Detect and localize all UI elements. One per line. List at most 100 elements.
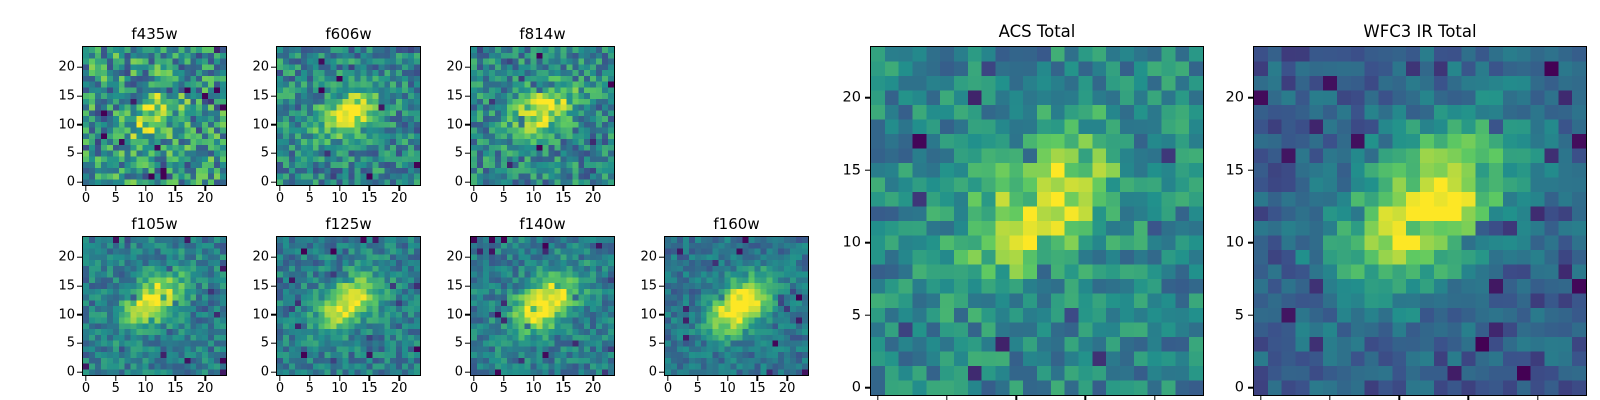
y-tick-mark xyxy=(1248,242,1254,244)
y-tick-mark xyxy=(1248,169,1254,171)
y-tick-label: 5 xyxy=(1234,307,1244,323)
y-tick-label: 10 xyxy=(58,117,75,133)
y-tick-mark xyxy=(465,256,471,258)
x-tick-mark xyxy=(726,375,729,381)
x-tick-mark xyxy=(1015,395,1017,400)
x-tick-mark xyxy=(115,185,117,191)
heatmap-canvas xyxy=(83,47,226,185)
x-tick-mark xyxy=(1467,395,1470,400)
y-tick-mark xyxy=(465,95,471,97)
y-tick-label: 0 xyxy=(260,364,269,380)
panel-title: f606w xyxy=(325,25,372,43)
y-tick-mark xyxy=(465,152,471,155)
y-tick-mark xyxy=(865,97,871,99)
x-tick-label: 0 xyxy=(469,381,479,396)
y-tick-label: 15 xyxy=(842,162,861,179)
y-tick-label: 5 xyxy=(260,335,269,351)
panel-title: ACS Total xyxy=(998,21,1076,41)
panel-title: f814w xyxy=(519,25,566,43)
y-tick-mark xyxy=(1248,97,1254,99)
x-tick-mark xyxy=(532,375,535,381)
x-tick-mark xyxy=(756,375,759,381)
y-tick-mark xyxy=(465,66,471,68)
y-tick-mark xyxy=(271,256,277,258)
x-tick-mark xyxy=(1260,395,1262,400)
x-tick-label: 10 xyxy=(137,191,154,206)
y-tick-label: 0 xyxy=(851,379,861,396)
y-tick-label: 0 xyxy=(648,364,657,380)
y-tick-mark xyxy=(1248,387,1254,389)
x-tick-label: 0 xyxy=(81,381,91,396)
heatmap-canvas xyxy=(665,237,808,375)
y-tick-mark xyxy=(77,371,83,373)
heatmap-canvas xyxy=(277,47,420,185)
heatmap-panel-f160w: f160w 0 5 10 15 20 0 5 10 15 20 xyxy=(640,217,809,395)
y-tick-mark xyxy=(865,314,871,316)
x-tick-mark xyxy=(338,185,341,191)
y-tick-label: 10 xyxy=(446,117,463,133)
x-tick-label: 5 xyxy=(499,191,508,206)
x-tick-mark xyxy=(697,375,699,381)
x-tick-label: 20 xyxy=(390,191,408,206)
y-tick-mark xyxy=(865,387,871,389)
y-tick-mark xyxy=(77,123,83,126)
y-tick-mark xyxy=(77,256,83,258)
x-tick-label: 0 xyxy=(81,191,91,206)
x-tick-mark xyxy=(1084,395,1087,400)
y-tick-mark xyxy=(271,313,277,316)
x-tick-mark xyxy=(204,185,206,191)
y-tick-mark xyxy=(271,181,277,183)
y-tick-mark xyxy=(1248,314,1254,316)
heatmap-panel-f814w: f814w 0 5 10 15 20 0 5 10 15 20 xyxy=(446,27,615,205)
x-tick-mark xyxy=(877,395,879,400)
y-tick-label: 0 xyxy=(454,174,463,190)
y-tick-mark xyxy=(659,342,665,345)
y-tick-label: 15 xyxy=(58,278,75,294)
y-tick-label: 10 xyxy=(446,307,463,323)
x-tick-label: 5 xyxy=(111,191,120,206)
y-tick-mark xyxy=(77,66,83,68)
x-tick-label: 10 xyxy=(137,381,154,396)
y-tick-label: 5 xyxy=(454,145,463,161)
x-tick-label: 5 xyxy=(305,191,314,206)
heatmap-canvas xyxy=(83,237,226,375)
x-tick-mark xyxy=(398,375,400,381)
y-tick-label: 15 xyxy=(446,88,463,104)
x-tick-label: 0 xyxy=(469,191,479,206)
x-tick-label: 0 xyxy=(275,191,285,206)
y-tick-label: 20 xyxy=(1225,89,1244,106)
x-tick-label: 20 xyxy=(196,381,214,396)
x-tick-label: 10 xyxy=(525,191,542,206)
x-tick-label: 15 xyxy=(167,381,184,396)
heatmap-canvas xyxy=(277,237,420,375)
y-tick-label: 0 xyxy=(66,174,75,190)
y-tick-label: 20 xyxy=(58,249,75,265)
y-tick-label: 15 xyxy=(640,278,657,294)
y-tick-mark xyxy=(659,371,665,373)
heatmap-canvas xyxy=(871,47,1203,395)
y-tick-mark xyxy=(271,152,277,155)
x-tick-mark xyxy=(338,375,341,381)
x-tick-mark xyxy=(279,375,281,381)
y-tick-label: 10 xyxy=(252,307,269,323)
y-tick-mark xyxy=(271,285,277,287)
y-tick-mark xyxy=(659,285,665,287)
x-tick-mark xyxy=(309,185,311,191)
x-tick-mark xyxy=(85,375,87,381)
x-tick-mark xyxy=(279,185,281,191)
heatmap-canvas xyxy=(471,47,614,185)
y-tick-label: 0 xyxy=(66,364,75,380)
x-tick-label: 5 xyxy=(693,381,702,396)
x-tick-mark xyxy=(1329,395,1331,400)
x-tick-label: 20 xyxy=(390,381,408,396)
y-tick-label: 5 xyxy=(454,335,463,351)
x-tick-label: 15 xyxy=(555,381,572,396)
heatmap-panel-f606w: f606w 0 5 10 15 20 0 5 10 15 20 xyxy=(252,27,421,205)
x-tick-label: 0 xyxy=(275,381,285,396)
y-tick-mark xyxy=(271,95,277,97)
y-tick-label: 20 xyxy=(252,59,269,75)
y-tick-label: 15 xyxy=(446,278,463,294)
y-tick-mark xyxy=(77,313,83,316)
